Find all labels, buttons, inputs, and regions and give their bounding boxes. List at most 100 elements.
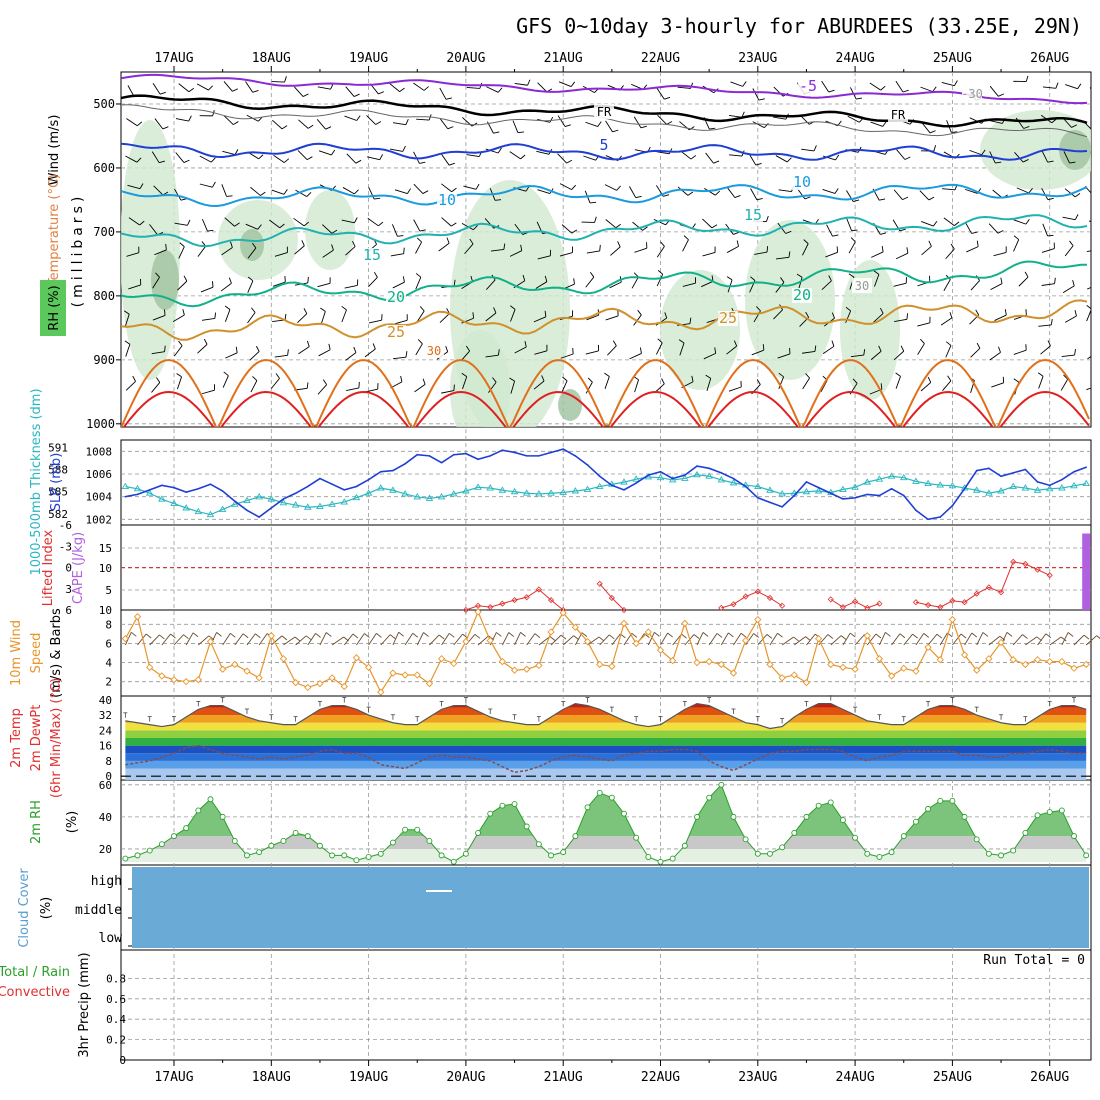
- wind-barb: [730, 81, 743, 87]
- wind10-barb-flag: [1006, 631, 1013, 637]
- wind-barb: [368, 187, 375, 200]
- wind-barb: [921, 221, 934, 227]
- wind10-point: [1021, 660, 1030, 669]
- wind-barb-flag: [863, 349, 866, 356]
- wind10-point: [644, 628, 652, 636]
- wind-barb-flag: [878, 345, 882, 352]
- wind-barb: [345, 352, 357, 361]
- rh-point: [268, 842, 275, 849]
- wind-barb-flag: [494, 199, 502, 201]
- wind-barb: [847, 115, 860, 123]
- wind10-barb-flag: [827, 634, 834, 639]
- contour-label: 15: [744, 206, 762, 224]
- wind-barb: [317, 282, 331, 288]
- ylabel-rh2m-unit: (%): [65, 811, 80, 834]
- contour-label: 30: [855, 279, 869, 293]
- wind10-barb: [611, 633, 621, 646]
- wind-barb: [1060, 378, 1069, 391]
- date-label-bottom: 24AUG: [836, 1070, 875, 1085]
- slp-point: [744, 485, 747, 488]
- contour-minus5: [121, 73, 1088, 105]
- ylabel-rh2m: 2m RH: [29, 800, 44, 844]
- thickness-point: [924, 479, 932, 487]
- wind10-point: [717, 660, 725, 669]
- li-point: [1022, 560, 1029, 568]
- wind-barb-flag: [836, 246, 839, 253]
- slp-point: [866, 493, 869, 496]
- wind-barb-flag: [880, 232, 887, 235]
- wind-barb-flag: [139, 183, 144, 189]
- wind10-point: [547, 628, 555, 636]
- wind10-point: [413, 671, 421, 679]
- rh-point: [511, 801, 518, 808]
- wind-barb: [249, 351, 260, 361]
- slp-point: [939, 516, 942, 518]
- wind-barb: [172, 314, 185, 322]
- cape-tick-label: 5: [105, 584, 112, 597]
- wind-barb: [656, 88, 665, 100]
- slp-point: [817, 486, 820, 489]
- wind-barb: [537, 255, 551, 260]
- ylabel-temperature: Temperature (°C): [47, 174, 62, 287]
- precip-tick-label: 0.6: [106, 993, 126, 1006]
- wind-barb: [154, 249, 167, 256]
- wind-barb: [1087, 286, 1091, 290]
- li-point: [718, 604, 725, 611]
- rh-point: [669, 855, 676, 862]
- wind-barb-flag: [881, 245, 884, 253]
- wind-barb: [222, 150, 236, 156]
- slp-point: [927, 518, 929, 521]
- wind-barb-flag: [497, 87, 503, 93]
- wind-barb-flag: [683, 235, 689, 241]
- wind-barb-flag: [183, 275, 188, 282]
- pressure-tick-label: 900: [93, 353, 115, 367]
- wind-barb: [1041, 283, 1055, 286]
- wind-barb-flag: [690, 155, 697, 160]
- wind-barb-flag: [325, 126, 332, 130]
- slp-point: [343, 489, 346, 491]
- wind-barb: [441, 390, 455, 394]
- slp-point: [209, 483, 212, 486]
- wind10-barb: [404, 633, 414, 646]
- rh-point: [548, 852, 554, 859]
- wind-barb: [1014, 152, 1024, 163]
- wind-barb-flag: [785, 230, 792, 234]
- rh-point: [876, 854, 883, 860]
- wind-tick-label: 8: [105, 618, 112, 631]
- rh-point: [937, 797, 944, 804]
- contour-label-bg: [437, 193, 457, 208]
- wind-barb: [152, 83, 161, 95]
- wind-barb: [632, 221, 643, 231]
- wind-barb: [176, 376, 182, 390]
- rh-shading-blob: [558, 389, 582, 421]
- wind-barb-flag: [976, 240, 979, 247]
- wind-barb: [199, 183, 213, 188]
- wind10-point: [316, 679, 324, 688]
- wind-barb-flag: [445, 345, 449, 352]
- wind-barb: [1086, 308, 1091, 322]
- thickness-point: [620, 478, 628, 485]
- wind10-point: [802, 678, 811, 687]
- slp-point: [173, 486, 175, 489]
- slp-point: [781, 506, 783, 508]
- slp-point: [586, 464, 589, 466]
- wind-barb-flag: [950, 243, 955, 250]
- wind-barb-flag: [183, 159, 190, 163]
- wind10-barb-flag: [438, 634, 445, 640]
- wind-barb-flag: [356, 115, 361, 121]
- wind10-point: [729, 669, 738, 677]
- wind-barb-flag: [1096, 346, 1098, 352]
- wind-barb: [225, 352, 238, 359]
- wind-barb-flag: [879, 307, 884, 314]
- wind10-barb-flag: [376, 633, 382, 638]
- wind-barb-flag: [663, 194, 670, 197]
- wind-barb-flag: [633, 272, 639, 278]
- wind-barb: [199, 155, 212, 163]
- thickness-point: [535, 490, 543, 497]
- wind10-point: [936, 656, 944, 664]
- ylabel-precip-3: 3hr Precip (mm): [77, 952, 92, 1057]
- wind-barb-flag: [998, 346, 1001, 353]
- wind-barb-flag: [176, 373, 182, 378]
- wind-barb-flag: [597, 121, 602, 127]
- thickness-point: [1009, 482, 1018, 490]
